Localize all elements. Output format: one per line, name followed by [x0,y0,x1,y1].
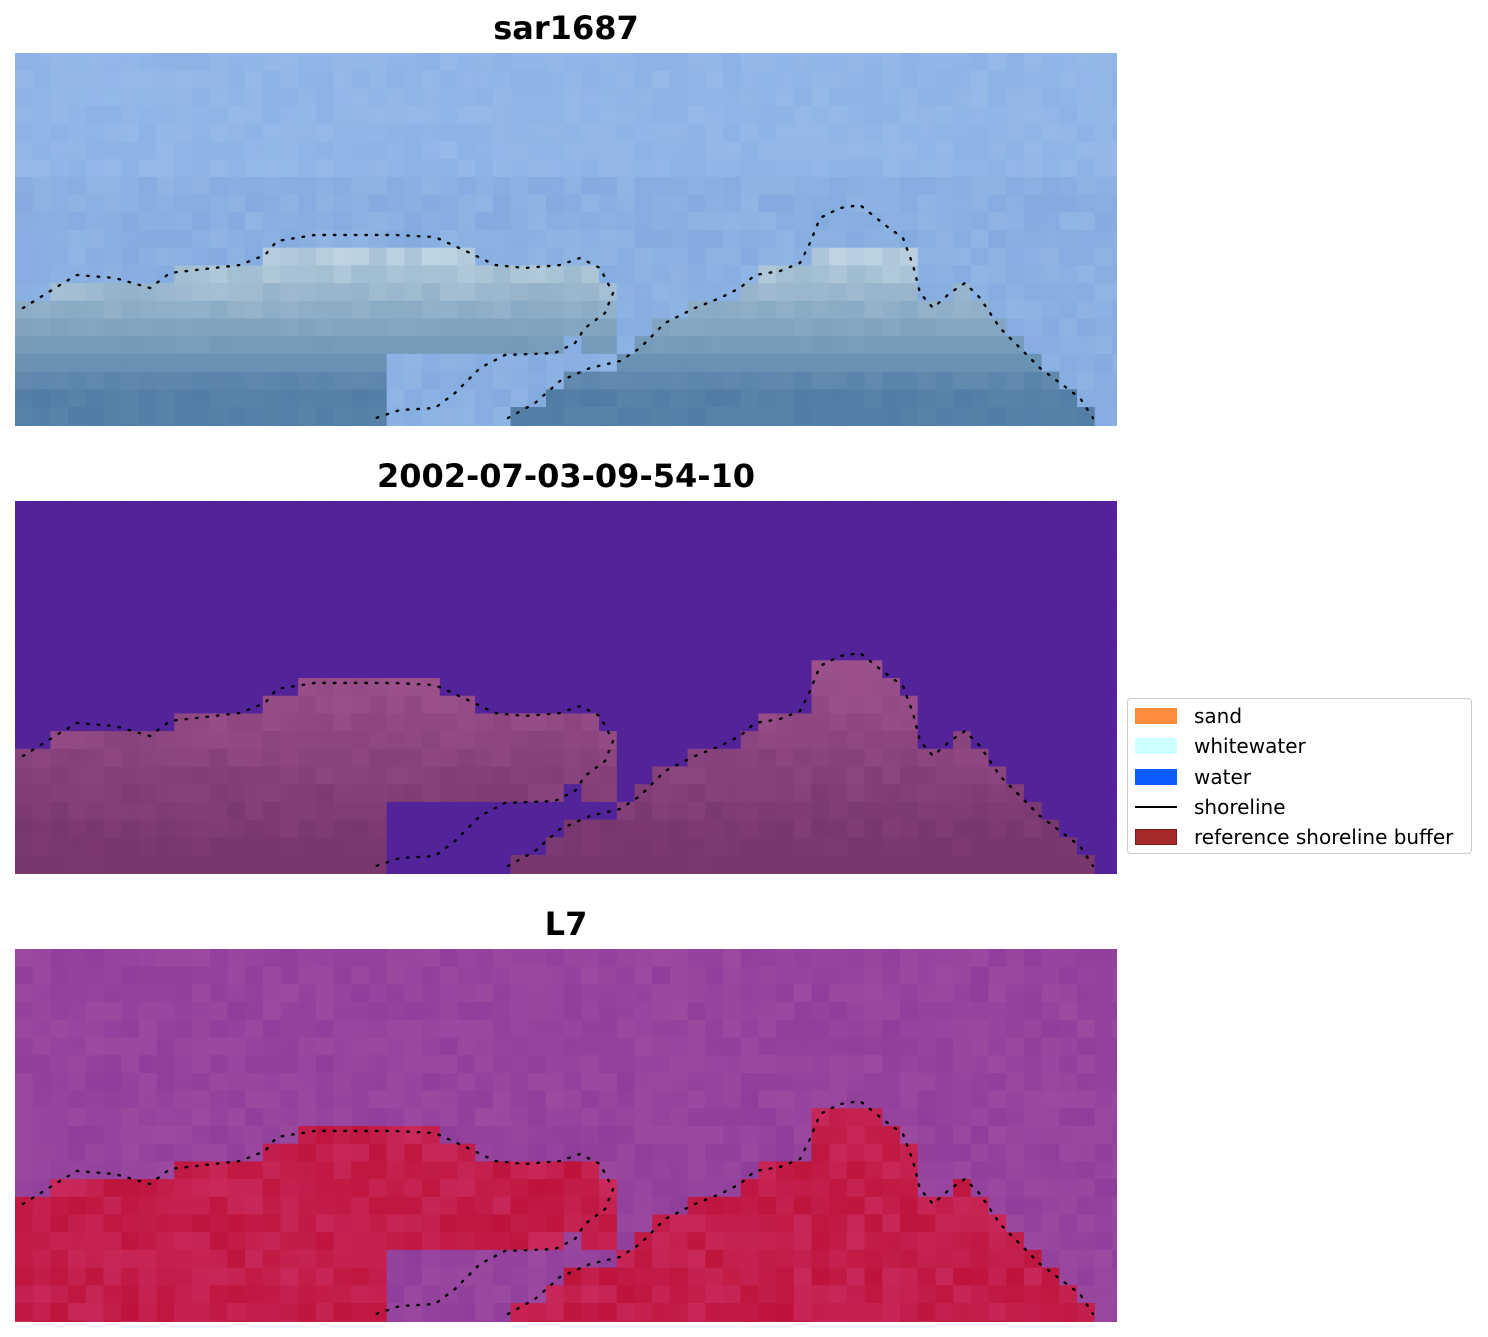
shoreline-line-symbol [1135,806,1177,808]
sand-swatch [1135,708,1177,724]
legend-item-water: water [1135,765,1471,789]
panel-title-classification: 2002-07-03-09-54-10 [376,457,756,495]
legend-label: water [1194,765,1251,789]
legend-item-whitewater: whitewater [1135,734,1471,758]
panel-title-index: L7 [544,905,588,943]
legend-label: whitewater [1194,734,1306,758]
legend-item-shoreline: shoreline [1135,795,1471,819]
index-image-panel [15,949,1117,1322]
legend-label: sand [1194,704,1243,728]
whitewater-swatch [1135,738,1177,754]
legend-label: shoreline [1194,795,1286,819]
rgb-image-panel [15,53,1117,426]
reference-buffer-swatch [1135,829,1177,845]
classification-image-panel [15,501,1117,874]
legend-label: reference shoreline buffer [1194,825,1454,849]
legend: sand whitewater water shoreline referenc… [1127,698,1472,854]
water-swatch [1135,769,1177,785]
legend-item-sand: sand [1135,704,1471,728]
legend-item-reference-shoreline-buffer: reference shoreline buffer [1135,825,1471,849]
panel-title-rgb: sar1687 [493,9,639,47]
